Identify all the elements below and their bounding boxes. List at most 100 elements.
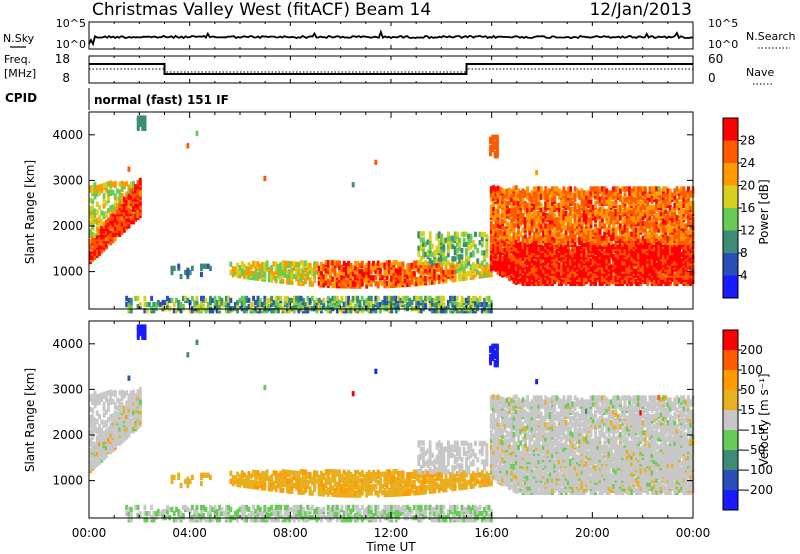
echo-cell <box>523 256 527 262</box>
echo-cell <box>399 282 403 288</box>
echo-cell <box>539 202 543 208</box>
power-ytick-label: 4000 <box>52 128 83 142</box>
echo-cell <box>643 227 647 233</box>
echo-cell <box>104 200 108 206</box>
echo-cell <box>93 463 97 469</box>
echo-cell <box>598 239 602 245</box>
echo-cell <box>369 275 373 281</box>
echo-cell <box>576 245 579 252</box>
echo-cell <box>93 194 97 200</box>
echo-cell <box>589 223 593 229</box>
echo-cell <box>440 254 443 260</box>
echo-cell <box>623 272 627 278</box>
echo-cell <box>458 245 462 252</box>
echo-cell <box>569 206 573 213</box>
beam-title: Beam 14 <box>355 0 431 20</box>
echo-cell <box>254 265 258 271</box>
echo-cell <box>388 268 391 274</box>
echo-cell <box>422 237 425 243</box>
echo-cell <box>659 233 663 239</box>
echo-cell <box>134 212 138 219</box>
echo-cell <box>596 186 600 192</box>
echo-cell <box>646 192 650 198</box>
echo-cell <box>562 208 566 215</box>
echo-cell <box>381 304 385 310</box>
echo-cell <box>118 217 122 223</box>
echo-cell <box>494 219 498 225</box>
echo-cell <box>598 186 602 192</box>
echo-cell <box>517 235 520 241</box>
echo-cell <box>435 258 439 264</box>
echo-cell <box>675 219 679 225</box>
echo-cell <box>587 241 591 247</box>
echo-cell <box>666 258 670 264</box>
echo-cell <box>614 190 618 196</box>
echo-cell <box>657 272 661 278</box>
echo-cell <box>677 211 681 217</box>
echo-cell <box>573 196 577 202</box>
echo-cell <box>517 192 520 198</box>
echo-cell <box>141 121 145 127</box>
echo-cell <box>95 443 99 449</box>
echo-cell <box>537 217 541 223</box>
echo-cell <box>528 196 532 202</box>
echo-cell <box>589 258 593 264</box>
echo-cell <box>499 197 502 203</box>
echo-cell <box>195 299 199 306</box>
echo-cell <box>431 308 434 314</box>
echo-cell <box>91 440 95 447</box>
echo-cell <box>483 264 486 270</box>
echo-cell <box>569 186 573 192</box>
echo-cell <box>247 262 251 268</box>
echo-cell <box>317 297 321 304</box>
echo-cell <box>240 269 244 275</box>
echo-cell <box>311 267 314 273</box>
echo-cell <box>89 214 92 220</box>
echo-cell <box>324 268 328 274</box>
echo-cell <box>630 237 634 243</box>
echo-cell <box>499 201 502 207</box>
echo-cell <box>487 264 491 270</box>
echo-cell <box>623 225 627 231</box>
echo-cell <box>680 252 684 258</box>
echo-cell <box>299 268 303 274</box>
echo-cell <box>317 265 321 271</box>
echo-cell <box>356 279 360 285</box>
echo-cell <box>388 282 391 289</box>
echo-cell <box>682 247 686 254</box>
echo-cell <box>136 190 140 196</box>
echo-cell <box>621 186 625 192</box>
echo-cell <box>91 199 95 205</box>
echo-cell <box>632 206 636 213</box>
echo-cell <box>326 308 330 314</box>
echo-cell <box>609 215 613 221</box>
echo-cell <box>546 188 550 194</box>
echo-cell <box>469 268 473 274</box>
echo-cell <box>603 223 607 229</box>
echo-cell <box>254 275 258 281</box>
echo-cell <box>510 275 514 281</box>
echo-cell <box>539 239 543 245</box>
echo-cell <box>322 297 326 304</box>
echo-cell <box>596 208 600 215</box>
echo-cell <box>378 272 382 279</box>
colorbar-tick-label: 28 <box>740 134 755 148</box>
echo-cell <box>274 275 278 282</box>
echo-cell <box>668 225 672 231</box>
echo-cell <box>229 261 233 267</box>
echo-cell <box>687 237 690 243</box>
echo-cell <box>177 299 181 306</box>
echo-cell <box>489 136 492 142</box>
echo-cell <box>535 266 539 272</box>
echo-cell <box>347 295 351 302</box>
echo-cell <box>419 260 423 266</box>
date-title: 12/Jan/2013 <box>589 0 692 20</box>
echo-cell <box>555 235 559 241</box>
echo-cell <box>659 194 663 200</box>
echo-cell <box>95 410 99 416</box>
echo-cell <box>496 185 500 191</box>
echo-cell <box>537 245 541 252</box>
echo-cell <box>422 304 425 310</box>
echo-cell <box>551 200 554 206</box>
echo-cell <box>609 219 613 225</box>
